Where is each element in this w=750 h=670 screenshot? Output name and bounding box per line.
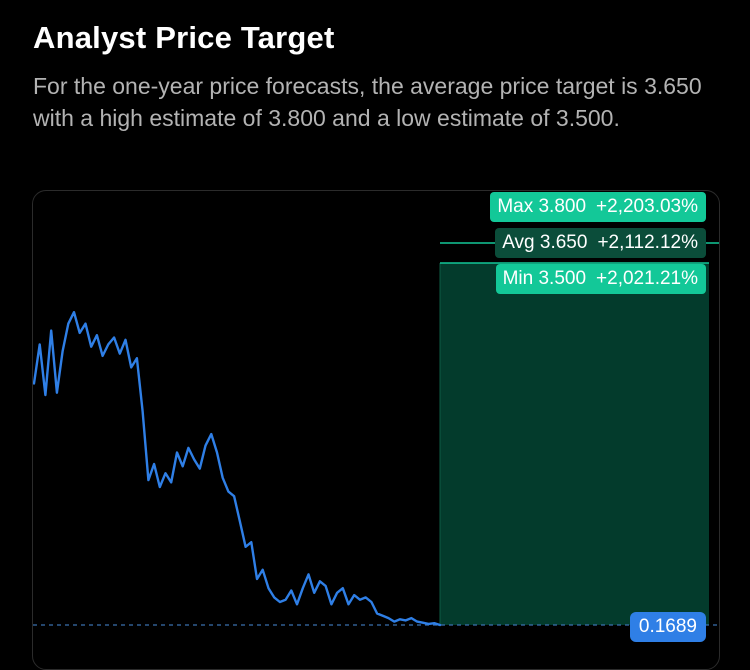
min-target-tag: Min 3.500 +2,021.21% bbox=[495, 264, 706, 294]
avg-target-tag: Avg 3.650 +2,112.12% bbox=[495, 228, 706, 258]
page-title: Analyst Price Target bbox=[33, 20, 335, 55]
max-target-label: Max 3.800 bbox=[497, 196, 587, 217]
forecast-area bbox=[440, 263, 709, 625]
price-target-description: For the one-year price forecasts, the av… bbox=[33, 73, 702, 131]
avg-target-label: Avg 3.650 bbox=[502, 232, 588, 253]
price-history-line bbox=[33, 310, 442, 627]
max-target-change: +2,203.03% bbox=[596, 196, 698, 217]
price-target-chart: Max 3.800 +2,203.03% Avg 3.650 +2,112.12% … bbox=[32, 190, 720, 670]
current-price-tag: 0.1689 bbox=[629, 612, 706, 642]
avg-target-change: +2,112.12% bbox=[597, 232, 698, 253]
min-target-change: +2,021.21% bbox=[596, 268, 698, 289]
max-target-tag: Max 3.800 +2,203.03% bbox=[490, 192, 706, 222]
chart-canvas bbox=[33, 242, 719, 627]
min-target-label: Min 3.500 bbox=[502, 268, 587, 289]
